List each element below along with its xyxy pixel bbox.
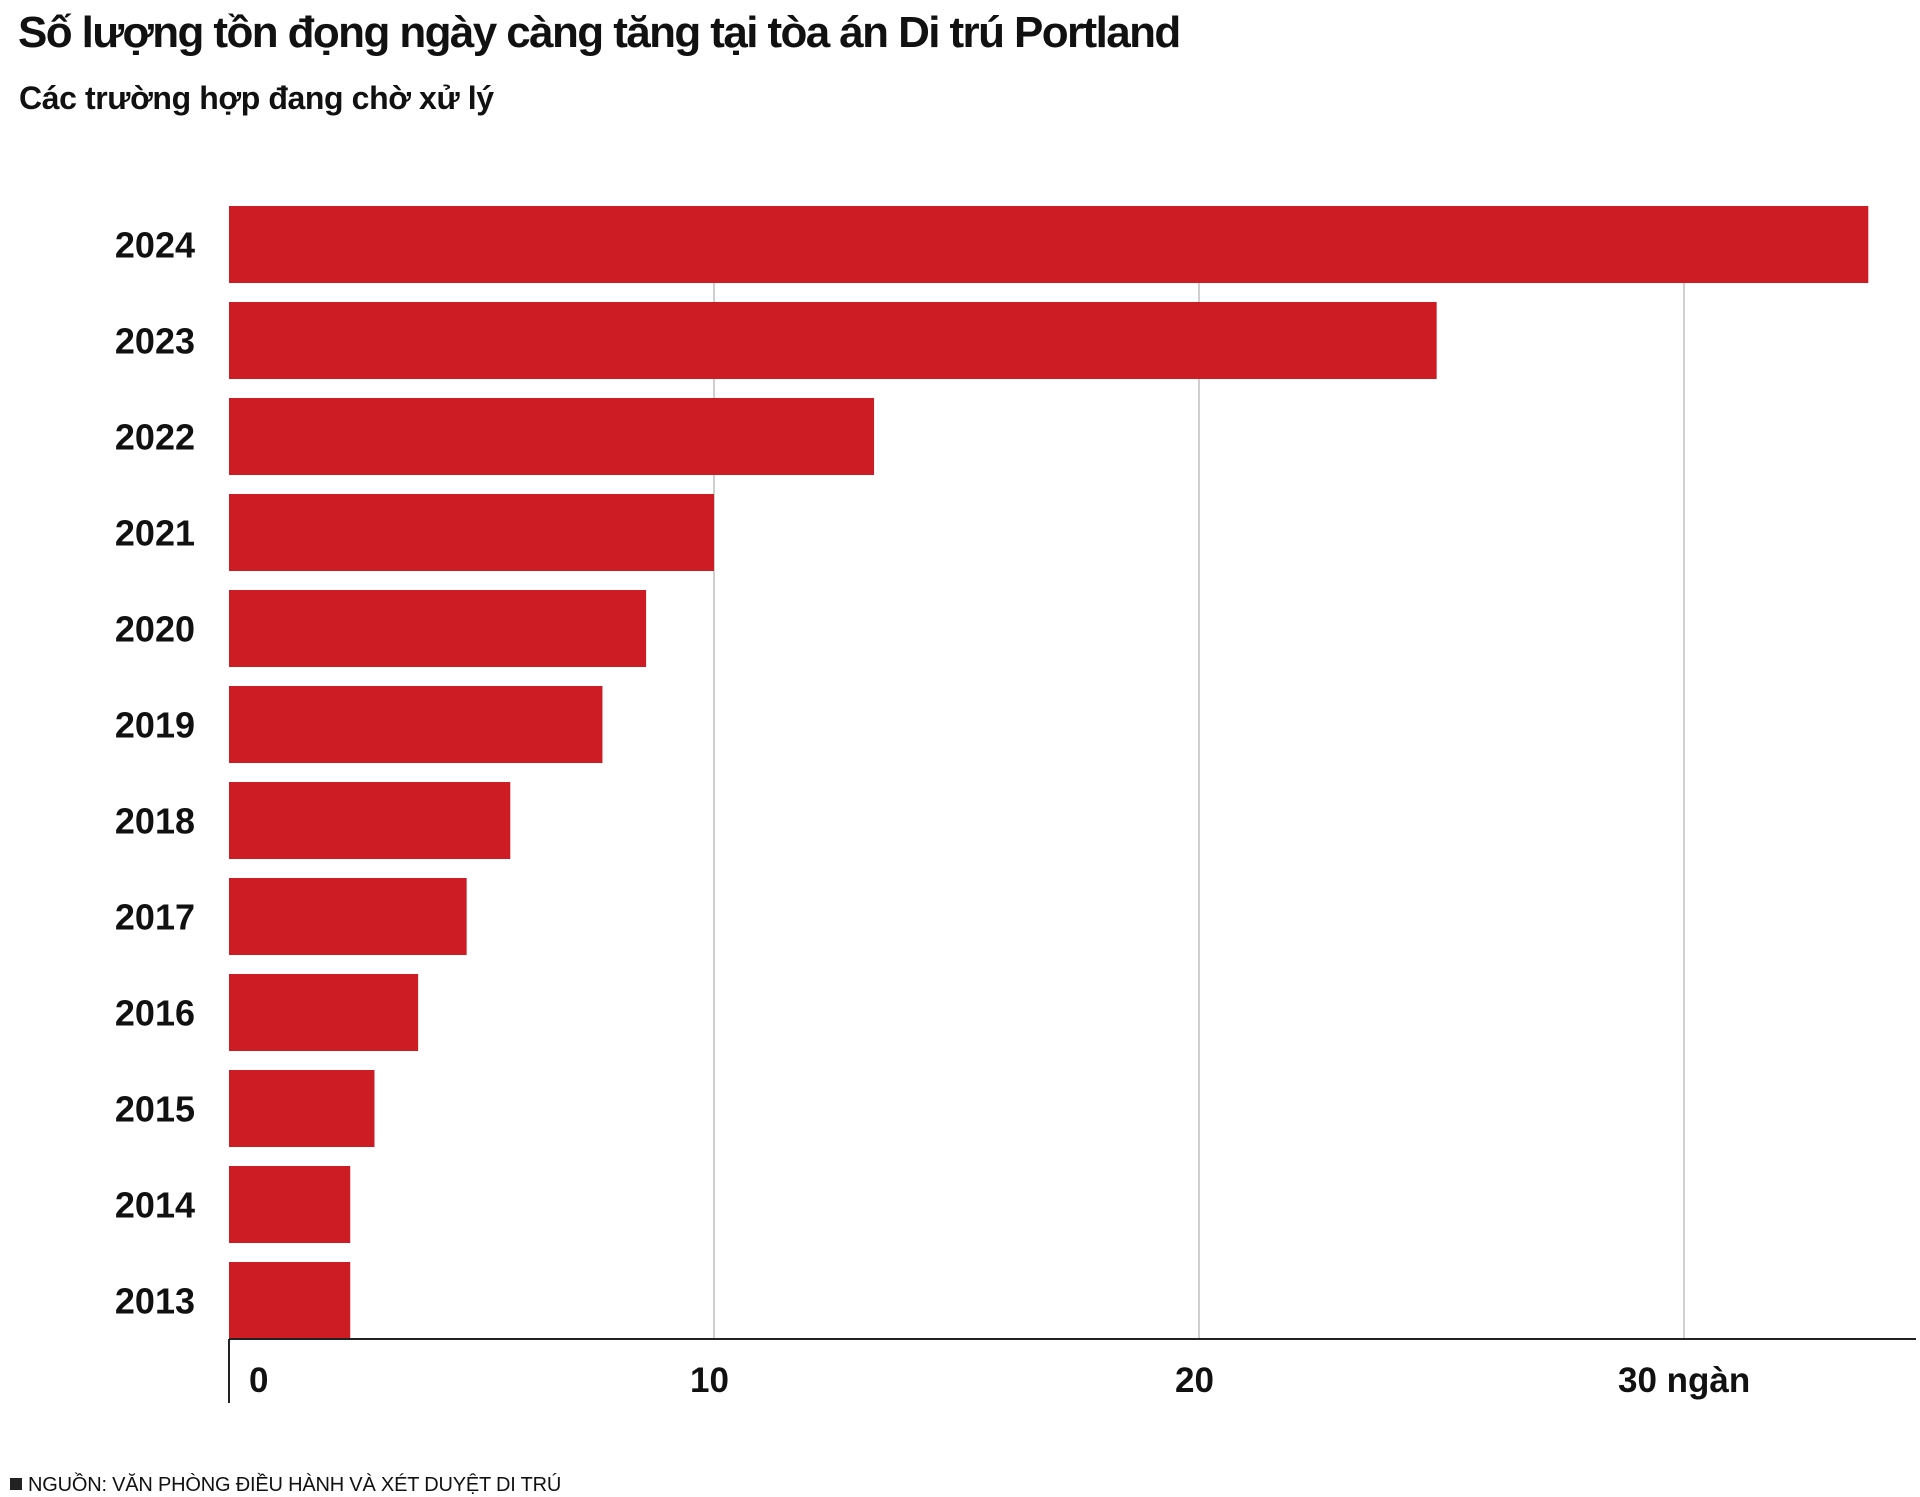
bars (229, 206, 1869, 1339)
category-label-2018: 2018 (115, 801, 195, 842)
category-label-2013: 2013 (115, 1281, 195, 1322)
bar-2013 (229, 1262, 351, 1339)
bar-2017 (229, 878, 467, 955)
chart-subtitle: Các trường hợp đang chờ xử lý (19, 80, 494, 116)
category-labels: 2024 2023 2022 2021 2020 2019 2018 2017 2016 2015… (115, 225, 195, 1322)
source-note: NGUỒN: VĂN PHÒNG ĐIỀU HÀNH VÀ XÉT DUYỆT … (10, 1474, 561, 1497)
tick-label-0: 0 (249, 1361, 268, 1400)
tick-label-30: 30 ngàn (1618, 1361, 1750, 1400)
source-text: NGUỒN: VĂN PHÒNG ĐIỀU HÀNH VÀ XÉT DUYỆT … (28, 1474, 562, 1496)
category-label-2020: 2020 (115, 609, 195, 650)
bar-chart: 2024 2023 2022 2021 2020 2019 2018 2017 2016 2015… (115, 206, 1916, 1403)
category-label-2024: 2024 (115, 225, 195, 266)
category-label-2014: 2014 (115, 1185, 195, 1226)
tick-labels: 0 10 20 30 ngàn (249, 1361, 1750, 1400)
bar-2015 (229, 1070, 375, 1147)
category-label-2021: 2021 (115, 513, 195, 554)
category-label-2022: 2022 (115, 417, 195, 458)
bar-2023 (229, 302, 1437, 379)
category-label-2023: 2023 (115, 321, 195, 362)
bar-2014 (229, 1166, 351, 1243)
category-label-2019: 2019 (115, 705, 195, 746)
tick-label-20: 20 (1175, 1361, 1214, 1400)
category-label-2016: 2016 (115, 993, 195, 1034)
chart-title: Số lượng tồn đọng ngày càng tăng tại tòa… (18, 8, 1181, 57)
category-label-2017: 2017 (115, 897, 195, 938)
tick-label-10: 10 (690, 1361, 729, 1400)
bar-2021 (229, 494, 714, 571)
source-square-icon (10, 1478, 22, 1490)
bar-2024 (229, 206, 1869, 283)
bar-2022 (229, 398, 875, 475)
bar-2016 (229, 974, 419, 1051)
bar-2018 (229, 782, 511, 859)
bar-2020 (229, 590, 647, 667)
x-axis (228, 1338, 1916, 1403)
bar-2019 (229, 686, 603, 763)
category-label-2015: 2015 (115, 1089, 195, 1130)
